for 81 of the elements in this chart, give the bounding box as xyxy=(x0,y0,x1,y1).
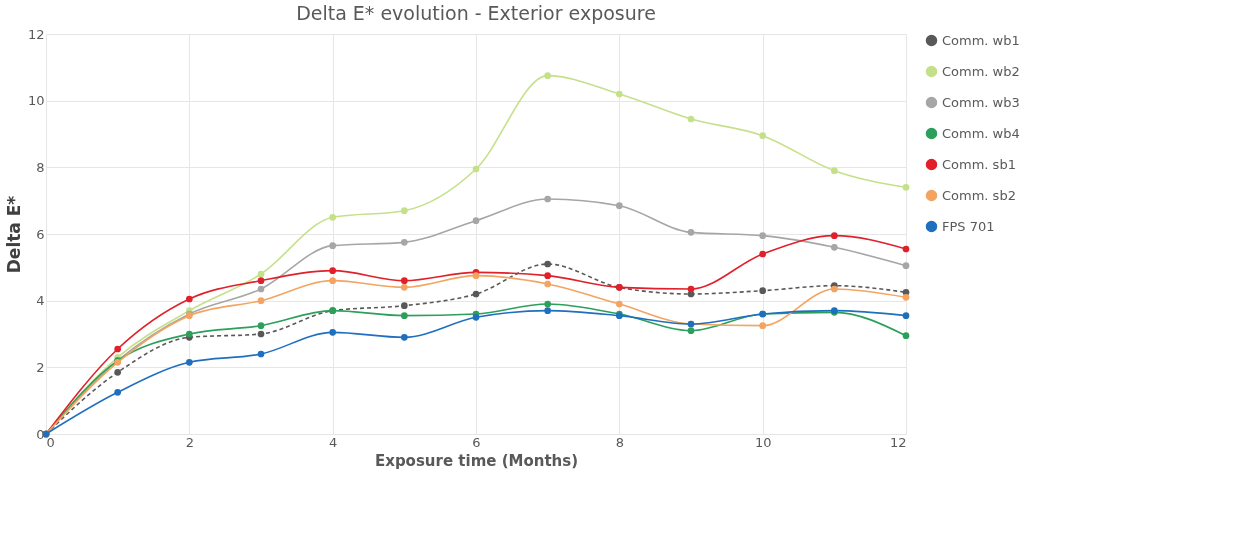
point xyxy=(615,300,623,308)
point xyxy=(257,330,265,338)
point xyxy=(329,328,337,336)
point xyxy=(830,285,838,293)
legend-label: Comm. wb4 xyxy=(942,125,1020,141)
point xyxy=(400,312,408,320)
x-axis-title: Exposure time (Months) xyxy=(374,451,579,470)
point xyxy=(759,250,767,258)
x-tick-label: 4 xyxy=(329,434,338,450)
point xyxy=(472,290,480,298)
legend-label: FPS 701 xyxy=(942,218,995,234)
point xyxy=(759,322,767,330)
point xyxy=(114,388,122,396)
point xyxy=(329,267,337,275)
point xyxy=(329,277,337,285)
point xyxy=(830,167,838,175)
point xyxy=(615,202,623,210)
point xyxy=(472,217,480,225)
y-tick-label: 8 xyxy=(36,159,45,175)
x-tick-label: 12 xyxy=(889,434,907,450)
point xyxy=(185,330,193,338)
y-tick-label: 12 xyxy=(27,26,45,42)
point xyxy=(902,245,910,253)
point xyxy=(759,287,767,295)
point xyxy=(544,280,552,288)
point xyxy=(257,350,265,358)
point xyxy=(687,285,695,293)
point xyxy=(400,333,408,341)
chart-title: Delta E* evolution - Exterior exposure xyxy=(296,2,656,24)
x-tick-label: 6 xyxy=(472,434,481,450)
point xyxy=(114,345,122,353)
point xyxy=(472,165,480,173)
point xyxy=(544,72,552,80)
legend-label: Comm. wb3 xyxy=(942,94,1020,110)
point xyxy=(544,260,552,268)
point xyxy=(902,332,910,340)
point xyxy=(759,132,767,140)
point xyxy=(257,270,265,278)
point xyxy=(544,195,552,203)
point xyxy=(400,238,408,246)
point xyxy=(185,295,193,303)
x-tick-label: 10 xyxy=(754,434,772,450)
legend-label: Comm. wb1 xyxy=(942,32,1020,48)
point xyxy=(400,283,408,291)
legend-label: Comm. wb2 xyxy=(942,63,1020,79)
point xyxy=(472,272,480,280)
point xyxy=(902,293,910,301)
point xyxy=(902,183,910,191)
point xyxy=(544,300,552,308)
y-tick-label: 4 xyxy=(36,293,45,309)
point xyxy=(257,322,265,330)
point xyxy=(687,327,695,335)
x-tick-label: 0 xyxy=(46,434,55,450)
point xyxy=(185,358,193,366)
point xyxy=(400,302,408,310)
legend-label: Comm. sb2 xyxy=(942,187,1016,203)
point xyxy=(830,243,838,251)
y-tick-label: 6 xyxy=(36,226,45,242)
x-tick-label: 2 xyxy=(185,434,194,450)
point xyxy=(687,228,695,236)
point xyxy=(830,232,838,240)
point xyxy=(329,242,337,250)
point xyxy=(615,90,623,98)
legend-label: Comm. sb1 xyxy=(942,156,1016,172)
point xyxy=(257,297,265,305)
point xyxy=(329,213,337,221)
x-tick-label: 8 xyxy=(615,434,624,450)
y-tick-label: 2 xyxy=(36,359,45,375)
point xyxy=(400,207,408,215)
point xyxy=(544,307,552,315)
point xyxy=(759,232,767,240)
point xyxy=(257,285,265,293)
point xyxy=(902,312,910,320)
y-tick-label: 10 xyxy=(27,93,45,109)
point xyxy=(114,368,122,376)
point xyxy=(687,115,695,123)
point xyxy=(257,277,265,285)
y-axis-title: Delta E* xyxy=(3,195,24,274)
point xyxy=(902,262,910,270)
point xyxy=(544,272,552,280)
point xyxy=(400,277,408,285)
